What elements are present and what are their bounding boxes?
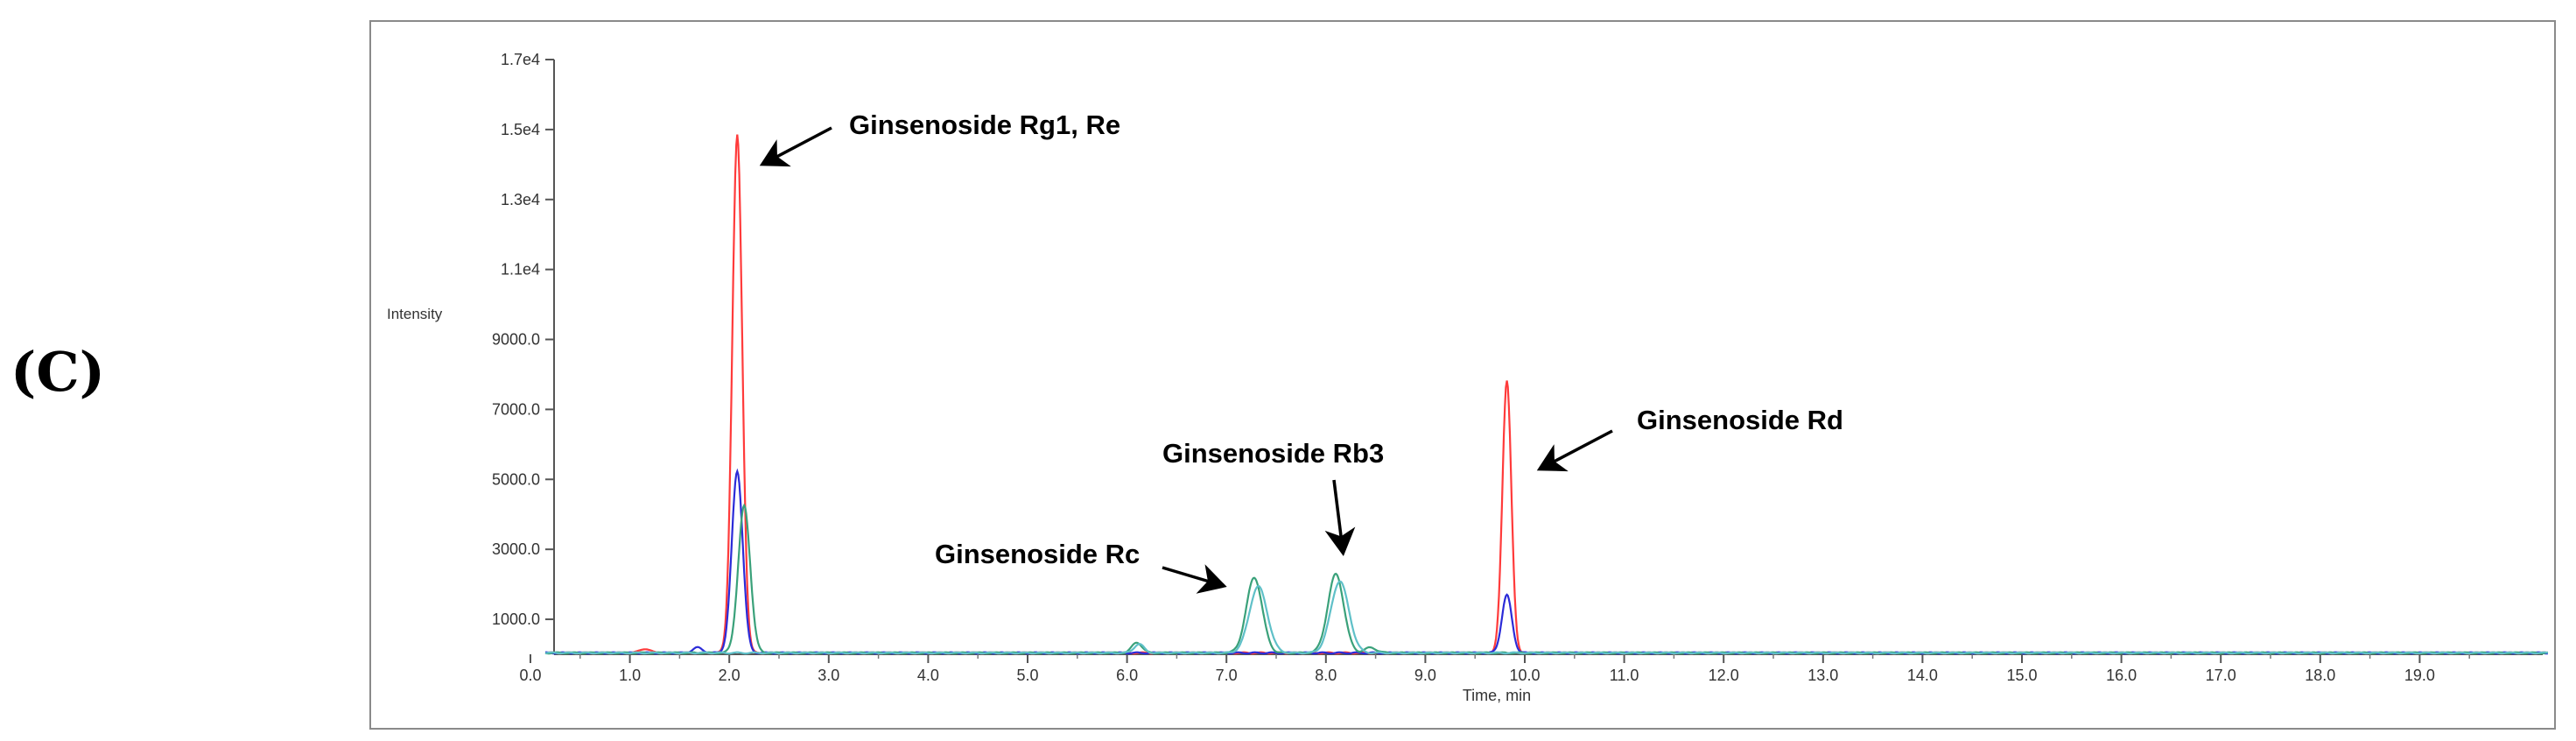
arrow-rb3 bbox=[1324, 479, 1356, 556]
y-axis: 1000.0 3000.0 5000.0 7000.0 9000.0 1.1e4 1.3e4… bbox=[492, 51, 555, 654]
x-tick-label: 0.0 bbox=[519, 667, 541, 684]
y-tick-label: 5000.0 bbox=[492, 470, 540, 488]
y-tick-label: 1.1e4 bbox=[501, 261, 540, 279]
panel-label: (C) bbox=[11, 340, 106, 404]
y-tick-label: 1.5e4 bbox=[501, 121, 540, 138]
x-tick-label: 3.0 bbox=[818, 667, 839, 684]
chart-border bbox=[369, 20, 2556, 730]
y-tick-label: 7000.0 bbox=[492, 400, 540, 418]
y-tick-label: 1.7e4 bbox=[501, 51, 540, 68]
annotation-rd: Ginsenoside Rd bbox=[1536, 405, 1843, 472]
annotation-label-rg1-re: Ginsenoside Rg1, Re bbox=[849, 109, 1120, 140]
x-tick-label: 7.0 bbox=[1216, 667, 1238, 684]
x-tick-label: 13.0 bbox=[1807, 667, 1838, 684]
x-axis-title: Time, min bbox=[1463, 687, 1531, 704]
x-tick-label: 18.0 bbox=[2305, 667, 2335, 684]
annotation-label-rd: Ginsenoside Rd bbox=[1637, 405, 1843, 435]
annotation-rb3: Ginsenoside Rb3 bbox=[1162, 438, 1384, 556]
series-layer bbox=[544, 134, 2549, 655]
y-tick-label: 1.3e4 bbox=[501, 191, 540, 208]
y-tick-label: 3000.0 bbox=[492, 540, 540, 558]
x-tick-label: 9.0 bbox=[1414, 667, 1436, 684]
x-tick-label: 4.0 bbox=[917, 667, 939, 684]
x-tick-label: 12.0 bbox=[1709, 667, 1739, 684]
y-tick-label: 9000.0 bbox=[492, 331, 540, 349]
arrow-rg1-re bbox=[759, 126, 832, 167]
x-tick-label: 15.0 bbox=[2006, 667, 2037, 684]
x-tick-label: 17.0 bbox=[2206, 667, 2236, 684]
x-tick-label: 10.0 bbox=[1509, 667, 1540, 684]
y-axis-title: Intensity bbox=[387, 306, 443, 322]
series-line bbox=[544, 503, 2549, 655]
annotation-label-rb3: Ginsenoside Rb3 bbox=[1162, 438, 1384, 469]
arrow-rc bbox=[1162, 564, 1227, 594]
annotation-rg1-re: Ginsenoside Rg1, Re bbox=[759, 109, 1120, 167]
x-tick-label: 19.0 bbox=[2404, 667, 2435, 684]
series-line bbox=[544, 580, 2549, 655]
y-tick-label: 1000.0 bbox=[492, 610, 540, 628]
arrow-rd bbox=[1536, 429, 1613, 472]
x-tick-label: 16.0 bbox=[2106, 667, 2137, 684]
x-tick-label: 5.0 bbox=[1016, 667, 1038, 684]
x-tick-label: 1.0 bbox=[619, 667, 641, 684]
x-tick-label: 8.0 bbox=[1315, 667, 1337, 684]
x-tick-label: 11.0 bbox=[1610, 667, 1639, 684]
x-tick-label: 6.0 bbox=[1116, 667, 1138, 684]
x-tick-label: 2.0 bbox=[719, 667, 741, 684]
annotation-rc: Ginsenoside Rc bbox=[935, 539, 1227, 594]
annotation-label-rc: Ginsenoside Rc bbox=[935, 539, 1140, 569]
x-tick-label: 14.0 bbox=[1907, 667, 1938, 684]
